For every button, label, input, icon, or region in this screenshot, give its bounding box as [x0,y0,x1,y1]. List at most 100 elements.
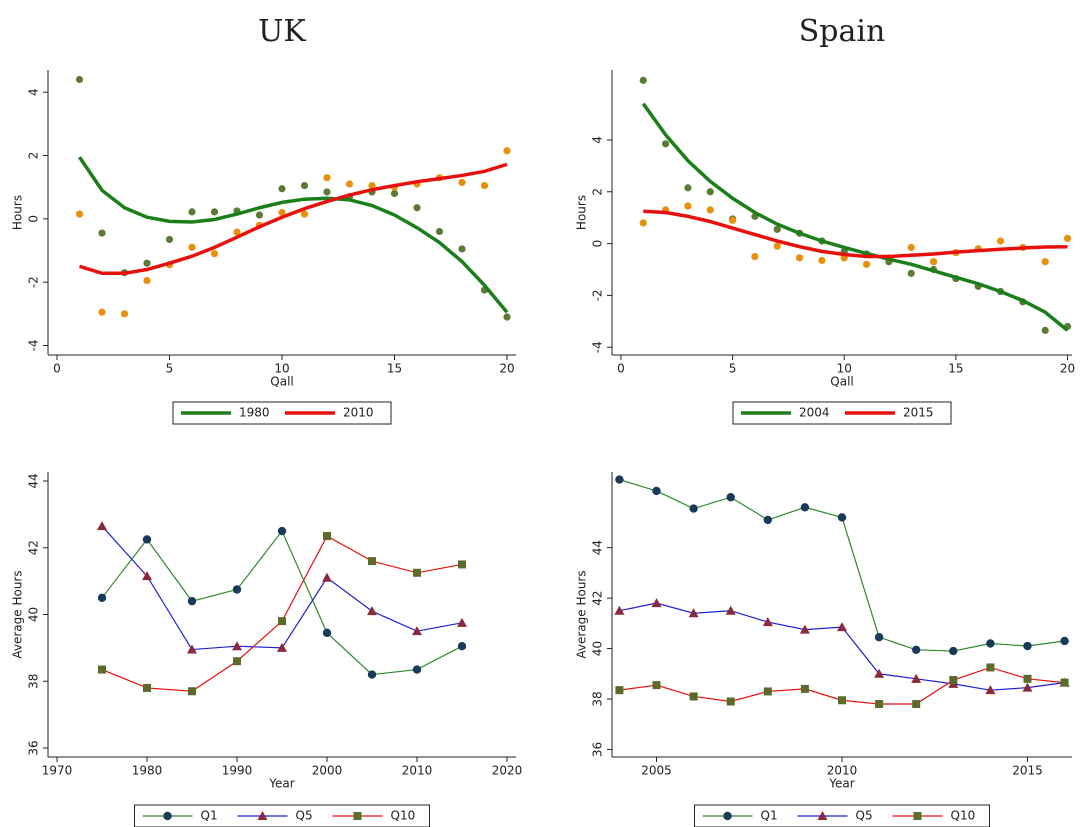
series-line [101,525,463,651]
scatter-point [368,181,376,190]
marker [874,632,884,642]
x-tick-label: 0 [617,362,625,376]
scatter-point [143,259,151,267]
scatter-point [75,75,84,84]
legend-label: Q10 [951,809,976,823]
marker [800,684,809,693]
x-tick-label: 5 [166,362,174,376]
scatter-point [706,188,714,196]
scatter-point [300,210,309,218]
scatter-point [345,180,354,188]
marker [652,486,661,496]
marker [412,626,422,636]
scatter-point [323,188,331,196]
y-tick-label: 44 [27,473,41,488]
y-axis-label: Average Hours [11,570,25,658]
scatter-point [278,208,286,217]
scatter-point [255,211,264,219]
marker [688,608,699,618]
x-tick-label: 2010 [827,764,858,778]
x-tick-label: 2005 [641,764,672,778]
x-axis-label: Qall [270,375,293,389]
scatter-point [1041,258,1049,266]
scatter-point [503,147,511,155]
legend-label: 2010 [343,406,374,420]
marker [367,670,377,679]
y-tick-label: -2 [27,276,41,288]
x-tick-label: 1990 [222,764,253,778]
scatter-point [1063,234,1072,243]
scatter-point [773,242,781,250]
marker [368,557,376,566]
marker [458,560,466,569]
scatter-point [458,245,466,253]
legend-label: Q1 [761,809,778,823]
marker [762,617,773,627]
legend-label: Q5 [296,809,313,823]
legend-label: 2004 [799,406,830,420]
y-tick-label: 38 [591,691,605,706]
marker [232,641,242,651]
scatter-point [210,208,219,216]
scatter-point [684,184,692,192]
marker [1023,674,1032,683]
scatter-point [684,202,692,210]
scatter-point [143,276,151,285]
marker [322,572,332,582]
marker [187,596,197,606]
scatter-point [818,256,826,265]
y-axis-label: Hours [575,195,589,230]
scatter-point [503,313,511,321]
marker [949,646,958,656]
fit-line [78,156,509,314]
marker [911,645,921,655]
marker [837,622,847,632]
marker [723,811,732,821]
scatter-point [233,228,241,236]
series-line [101,535,463,692]
scatter-point [728,216,737,224]
y-tick-label: -2 [591,289,605,301]
scatter-point [165,235,174,244]
y-tick-label: 44 [591,540,605,555]
x-tick-label: 2000 [312,764,343,778]
scatter-point [210,250,219,258]
marker [763,515,773,525]
scatter-point [98,229,106,237]
scatter-point [480,181,489,190]
marker [689,504,698,513]
y-tick-label: 36 [591,742,605,757]
marker [838,696,846,705]
scatter-point [773,225,781,233]
marker [277,526,287,536]
marker [257,811,268,820]
marker [232,585,242,594]
marker [278,617,286,626]
y-tick-label: 38 [27,674,41,689]
series-line [101,529,463,676]
marker [97,593,107,603]
scatter-point [706,206,714,214]
scatter-point [120,310,129,318]
chart-title: Spain [799,14,886,49]
marker [985,685,996,695]
x-tick-label: 1970 [42,764,73,778]
legend-box [172,401,392,425]
marker [457,617,467,627]
x-tick-label: 2015 [1012,764,1043,778]
legend-label: Q1 [201,809,218,823]
scatter-point [323,174,331,182]
y-tick-label: 40 [591,641,605,656]
marker [413,568,421,577]
scatter-point [75,210,84,218]
marker [143,683,151,692]
marker [233,657,241,666]
marker [615,686,624,695]
scatter-point [639,76,647,84]
scatter-point [300,181,309,190]
marker [986,639,995,648]
scatter-point [435,227,444,236]
marker [875,700,884,709]
marker [800,503,810,512]
